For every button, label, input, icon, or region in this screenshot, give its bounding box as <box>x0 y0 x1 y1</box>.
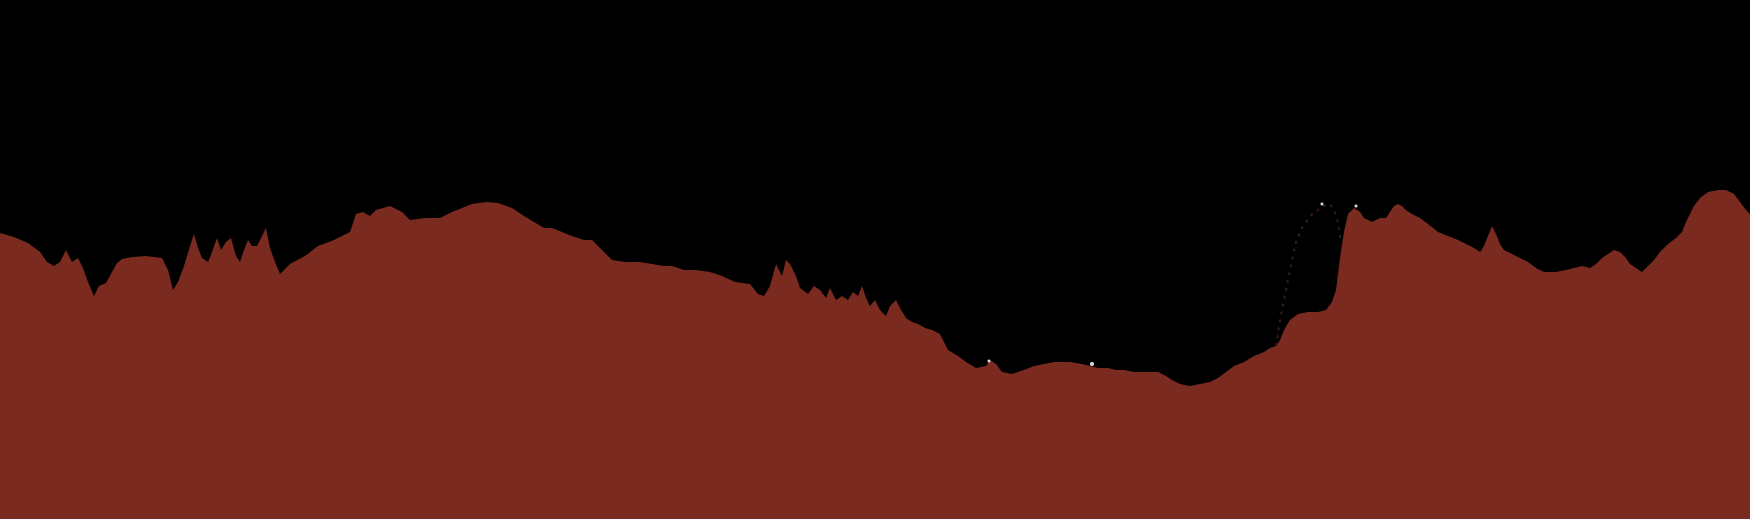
speck <box>1354 204 1358 208</box>
speck <box>1090 362 1094 366</box>
speck <box>987 359 991 363</box>
sky-specks <box>987 202 1358 366</box>
forest-hill-silhouette <box>0 190 1750 519</box>
speck <box>1320 202 1324 206</box>
